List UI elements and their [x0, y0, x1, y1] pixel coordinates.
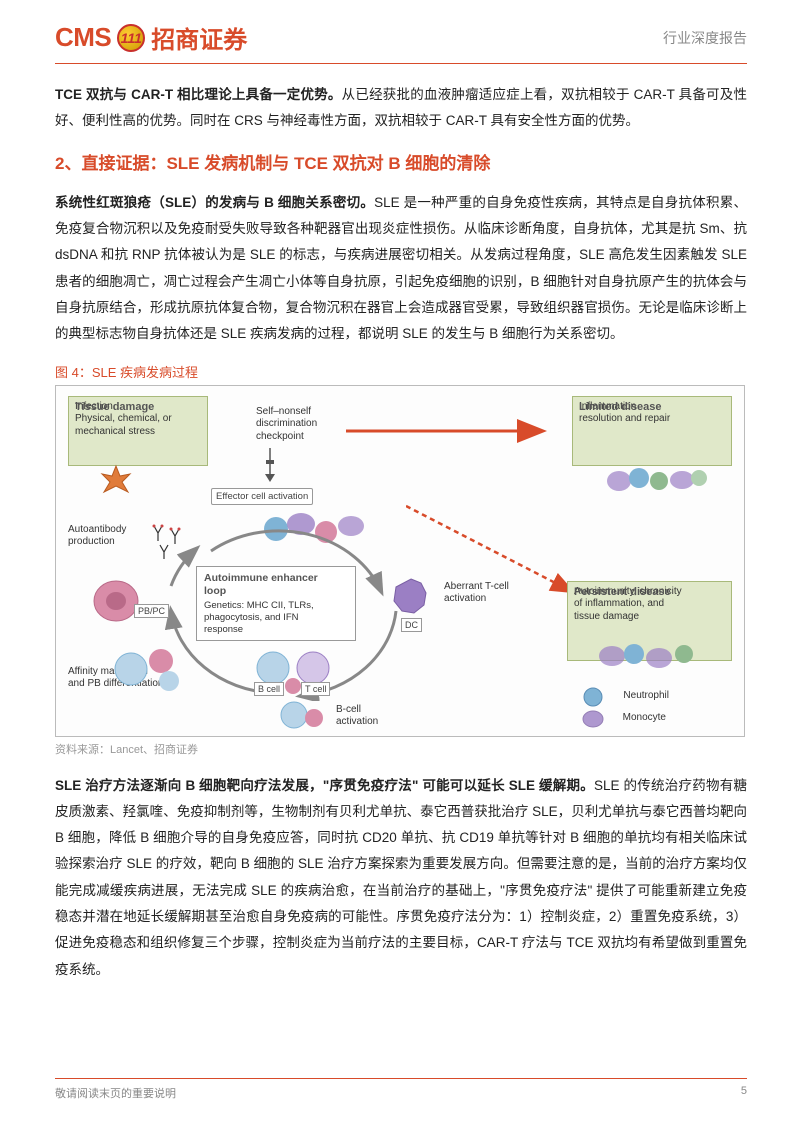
- logo-cms-text: CMS: [55, 22, 111, 53]
- para3-bold: SLE 治疗方法逐渐向 B 细胞靶向疗法发展，"序贯免疫疗法" 可能可以延长 S…: [55, 778, 594, 793]
- page-footer: 敬请阅读末页的重要说明 5: [55, 1078, 747, 1101]
- section-heading-2: 2、直接证据：SLE 发病机制与 TCE 双抗对 B 细胞的清除: [55, 149, 747, 174]
- affinity-cells-icon: [111, 641, 191, 696]
- figure-source: 资料来源：Lancet、招商证券: [55, 741, 747, 757]
- enhancer-title: Autoimmune enhancer loop: [204, 572, 348, 598]
- enhancer-body: Genetics: MHC CII, TLRs, phagocytosis, a…: [204, 600, 348, 636]
- checkpoint-arrow-icon: [256, 446, 284, 484]
- pbpc-tag: PB/PC: [134, 604, 169, 618]
- page-header: CMS 111 招商证券 行业深度报告: [0, 0, 802, 63]
- page-number: 5: [741, 1085, 747, 1101]
- autoantibody-label: Autoantibody production: [68, 524, 126, 549]
- para3-rest: SLE 的传统治疗药物有糖皮质激素、羟氯喹、免疫抑制剂等，生物制剂有贝利尤单抗、…: [55, 778, 747, 977]
- figure-caption: 图 4：SLE 疾病发病过程: [55, 362, 747, 381]
- tissue-damage-box: Tissue damage Infection Physical, chemic…: [68, 396, 208, 466]
- paragraph-2: 系统性红斑狼疮（SLE）的发病与 B 细胞关系密切。SLE 是一种严重的自身免疫…: [55, 190, 747, 348]
- aberrant-label: Aberrant T-cell activation: [444, 581, 509, 606]
- para1-bold: TCE 双抗与 CAR-T 相比理论上具备一定优势。: [55, 87, 342, 102]
- footer-disclaimer: 敬请阅读末页的重要说明: [55, 1085, 176, 1101]
- monocyte-legend-icon: [582, 708, 604, 730]
- header-report-type: 行业深度报告: [663, 28, 747, 48]
- pbpc-cell-icon: [86, 576, 141, 626]
- neutrophil-legend-icon: [582, 686, 604, 708]
- logo-cn-text: 招商证券: [151, 20, 247, 55]
- tissue-damage-title: Tissue damage: [75, 401, 154, 415]
- red-arrow-top-icon: [346, 416, 556, 446]
- dc-tag: DC: [401, 618, 422, 632]
- self-nonself-label: Self–nonself discrimination checkpoint: [256, 406, 317, 444]
- para2-bold: 系统性红斑狼疮（SLE）的发病与 B 细胞关系密切。: [55, 195, 374, 210]
- content-area: TCE 双抗与 CAR-T 相比理论上具备一定优势。从已经获批的血液肿瘤适应症上…: [0, 64, 802, 983]
- limited-title: Limited disease: [579, 401, 662, 415]
- damage-burst-icon: [96, 464, 136, 494]
- figure-4-diagram: Tissue damage Infection Physical, chemic…: [55, 385, 745, 737]
- dc-cell-icon: [386, 571, 436, 621]
- para2-rest: SLE 是一种严重的自身免疫性疾病，其特点是自身抗体积累、免疫复合物沉积以及免疫…: [55, 195, 747, 342]
- paragraph-1: TCE 双抗与 CAR-T 相比理论上具备一定优势。从已经获批的血液肿瘤适应症上…: [55, 82, 747, 135]
- bcell-tag: B cell: [254, 682, 284, 696]
- monocyte-legend: Monocyte: [623, 712, 666, 725]
- enhancer-box: Autoimmune enhancer loop Genetics: MHC C…: [196, 566, 356, 642]
- limited-cells-icon: [604, 456, 714, 496]
- persistent-title: Persistent disease: [574, 586, 671, 600]
- tcell-tag: T cell: [301, 682, 330, 696]
- bcell-activation-icon: [276, 698, 331, 733]
- persistent-cells-icon: [594, 634, 714, 674]
- bcell-activation-label: B-cell activation: [336, 704, 378, 729]
- paragraph-3: SLE 治疗方法逐渐向 B 细胞靶向疗法发展，"序贯免疫疗法" 可能可以延长 S…: [55, 773, 747, 984]
- logo-badge-icon: 111: [117, 24, 145, 52]
- neutrophil-legend: Neutrophil: [623, 690, 669, 703]
- logo-block: CMS 111 招商证券: [55, 20, 247, 55]
